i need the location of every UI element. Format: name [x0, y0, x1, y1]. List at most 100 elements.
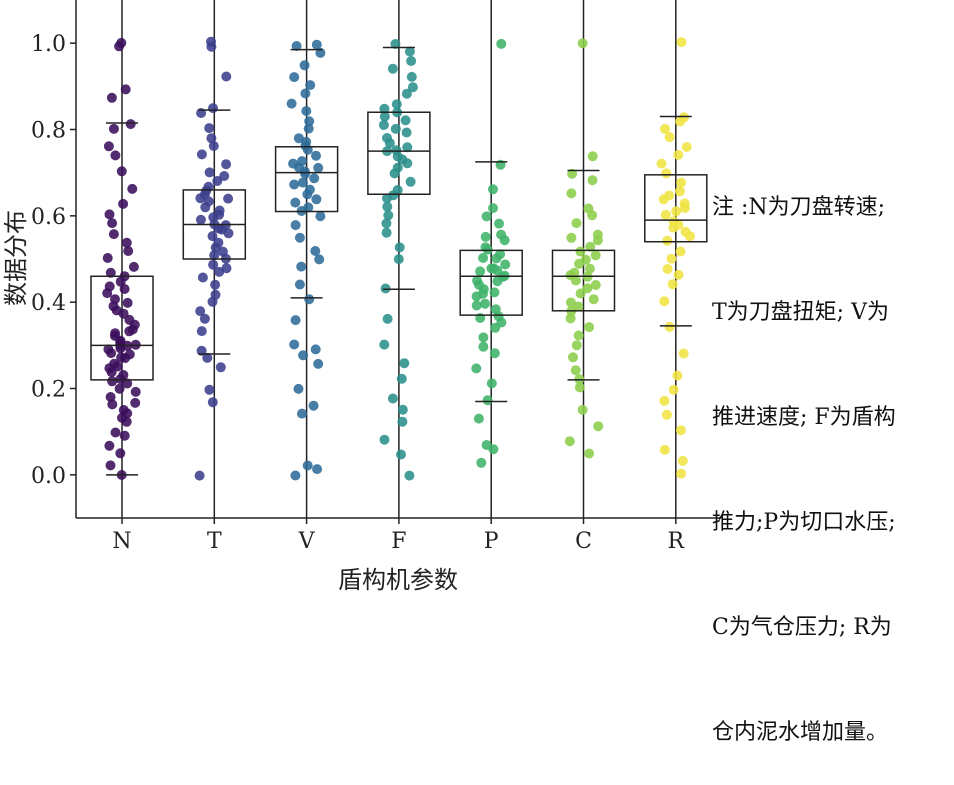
data-point [585, 241, 596, 252]
data-point [197, 272, 208, 283]
x-axis-title: 盾构机参数 [338, 566, 458, 594]
data-point [314, 254, 325, 265]
data-point [573, 330, 584, 341]
data-point [105, 392, 116, 402]
data-point [115, 448, 126, 459]
data-point [107, 376, 118, 387]
data-point [208, 259, 219, 270]
data-point [304, 294, 315, 305]
data-point [296, 261, 307, 272]
data-point [305, 80, 316, 91]
data-point [593, 421, 604, 432]
data-point [204, 123, 215, 134]
data-point [397, 404, 408, 415]
data-point [668, 384, 679, 395]
data-point [106, 92, 117, 103]
box [551, 249, 616, 312]
data-point [583, 203, 594, 214]
data-point [104, 440, 115, 451]
data-point [223, 193, 234, 204]
data-point [221, 71, 232, 82]
data-point [298, 350, 309, 361]
x-tick-label: R [668, 529, 686, 554]
data-point [494, 218, 504, 229]
data-point [207, 231, 218, 242]
data-point [290, 470, 301, 481]
data-point [681, 142, 692, 152]
data-point [673, 149, 684, 160]
data-point [208, 103, 218, 114]
data-point [311, 150, 321, 161]
data-point [496, 38, 507, 49]
data-point [481, 440, 492, 450]
data-point [204, 384, 215, 395]
data-point [382, 201, 393, 212]
data-point [390, 39, 401, 49]
data-point [130, 397, 141, 408]
data-point [207, 397, 218, 408]
box [274, 146, 339, 213]
data-point [478, 332, 489, 343]
data-point [209, 250, 220, 261]
data-point [303, 123, 314, 134]
data-point [393, 254, 404, 265]
data-point [215, 362, 226, 373]
data-point [392, 162, 403, 173]
data-point [289, 179, 300, 190]
data-point [406, 56, 417, 66]
data-point [311, 194, 322, 205]
chart-note: 注 :N为刀盘转速; T为刀盘扭矩; V为 推进速度; F为盾构 推力;P为切口… [712, 120, 952, 785]
data-point [664, 190, 675, 201]
data-point [104, 209, 115, 220]
data-point [286, 98, 297, 109]
box [90, 275, 154, 381]
data-point [118, 370, 129, 380]
data-point [407, 82, 418, 93]
data-point [291, 41, 302, 51]
data-point [478, 341, 489, 352]
data-point [394, 242, 405, 253]
data-point [401, 88, 412, 99]
data-point [664, 132, 675, 143]
data-point [673, 269, 684, 280]
x-tick-label: T [207, 529, 222, 554]
data-point [587, 151, 598, 162]
data-point [108, 123, 119, 134]
data-point [103, 344, 114, 355]
note-line: 推进速度; F为盾构 [712, 405, 896, 430]
data-point [571, 218, 582, 229]
data-point [387, 63, 398, 74]
data-point [297, 177, 308, 188]
data-point [406, 71, 417, 82]
data-point [482, 395, 493, 406]
data-point [671, 206, 682, 217]
data-point [196, 149, 207, 160]
data-point [392, 185, 403, 195]
data-point [404, 470, 415, 481]
y-tick-label: 0.0 [31, 464, 66, 489]
data-point [676, 177, 687, 188]
data-point [381, 218, 392, 229]
data-point [300, 88, 311, 99]
data-point [471, 363, 482, 374]
data-point [674, 186, 685, 197]
data-point [312, 464, 323, 475]
data-point [378, 120, 389, 130]
data-point [103, 141, 114, 152]
data-point [196, 326, 207, 337]
data-point [127, 183, 138, 194]
data-point [213, 237, 224, 248]
data-point [379, 111, 390, 122]
data-point [396, 449, 406, 460]
data-point [471, 300, 482, 311]
data-point [293, 133, 304, 144]
x-tick-label: C [575, 529, 592, 554]
data-point [123, 246, 134, 256]
data-point [194, 470, 205, 481]
data-point [574, 374, 585, 385]
data-point [290, 220, 301, 231]
data-point [488, 263, 499, 274]
data-point [315, 47, 326, 58]
data-point [566, 232, 577, 243]
data-point [311, 39, 322, 50]
